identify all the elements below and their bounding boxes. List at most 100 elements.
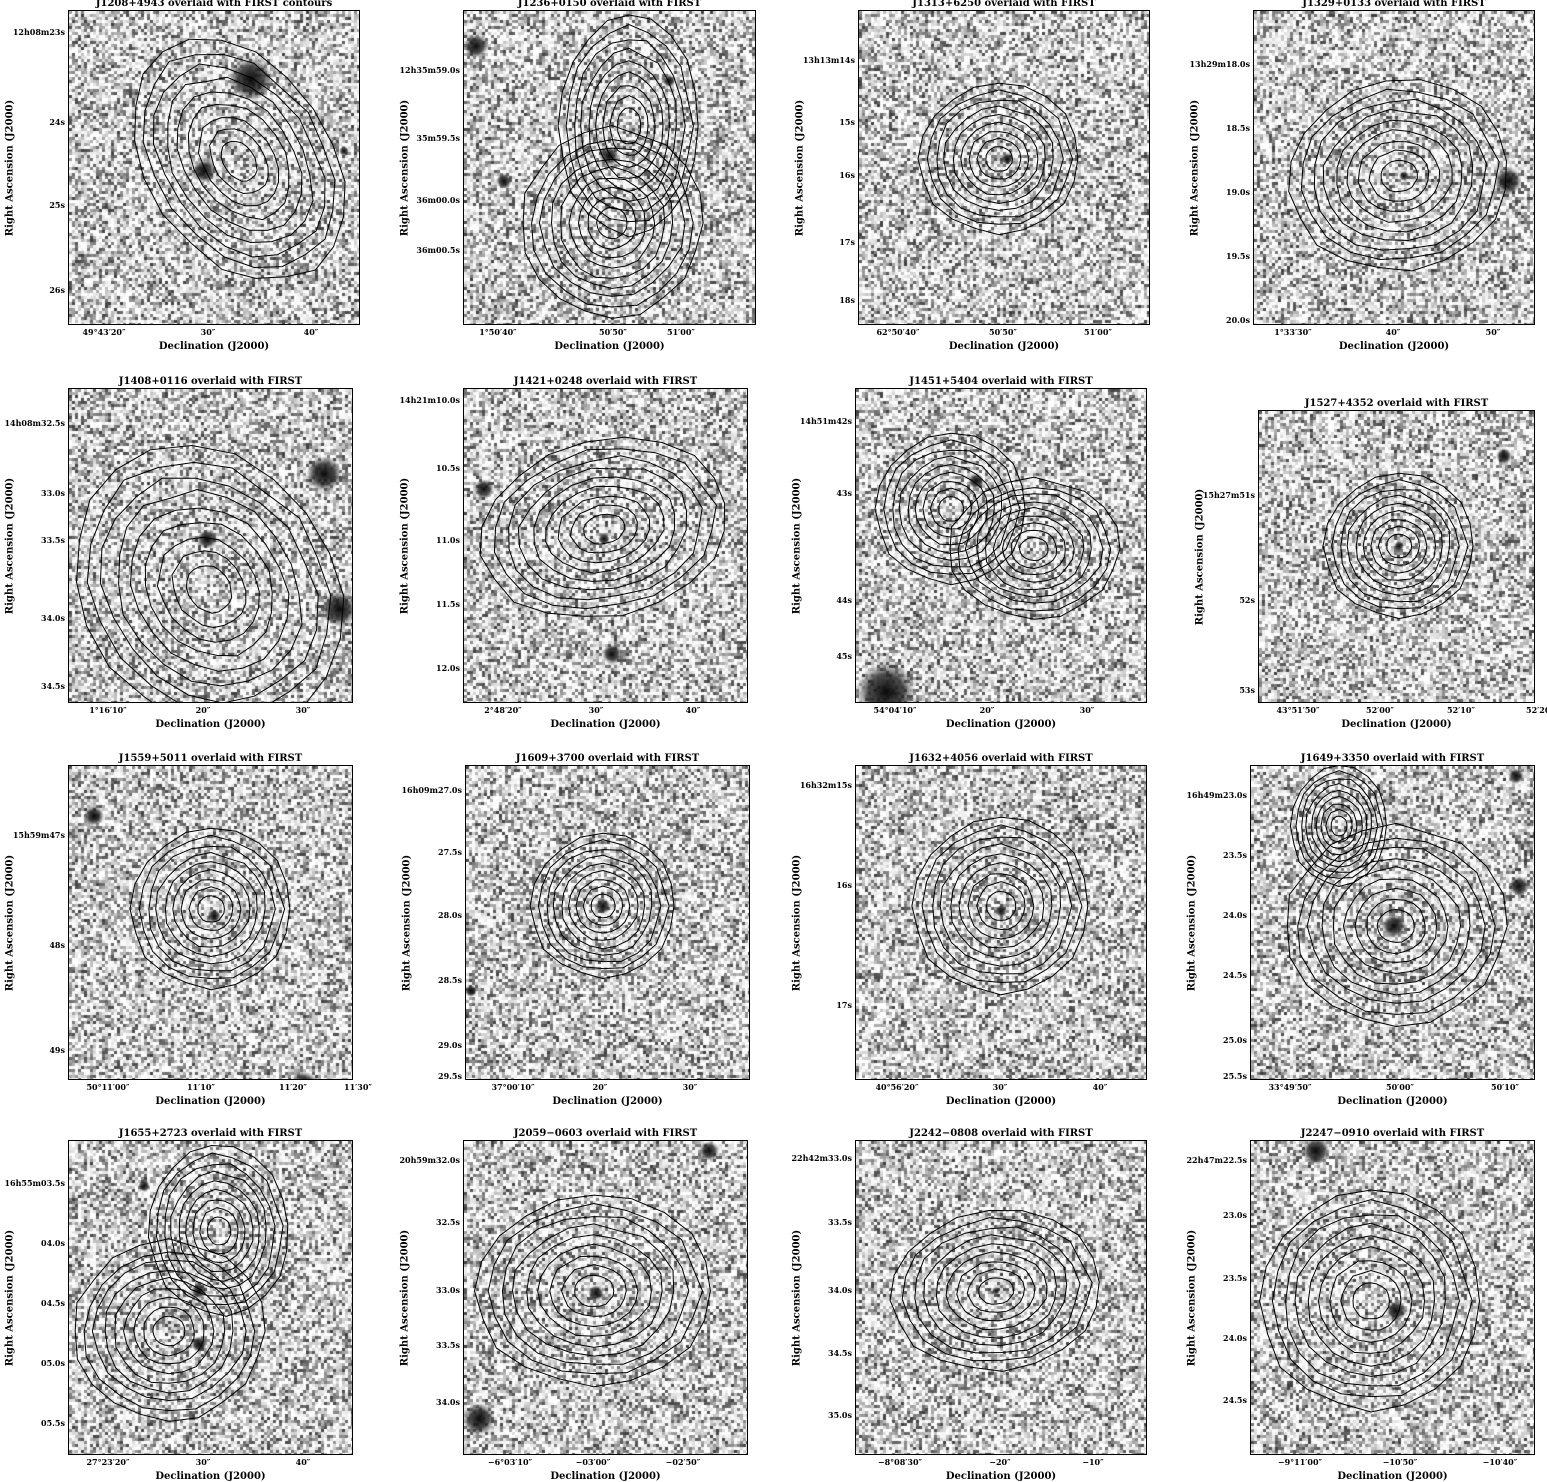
contour-line (172, 869, 251, 948)
y-axis-label: Right Ascension (J2000) (791, 477, 803, 614)
contour-line (138, 834, 286, 980)
contour-line (1317, 1246, 1426, 1354)
y-tick-label: 29.5s (438, 1071, 462, 1081)
x-tick-label: −8°08′30″ (877, 1457, 923, 1467)
radio-contours (75, 444, 345, 702)
contour-line (533, 476, 676, 582)
y-axis-label: Right Ascension (J2000) (791, 1229, 803, 1366)
y-tick-label: 12h35m59.0s (399, 65, 460, 75)
contour-line (926, 89, 1074, 225)
y-tick-label: 19.5s (1226, 251, 1250, 261)
contour-line (976, 881, 1026, 931)
contour-line (1315, 795, 1363, 856)
x-axis-label: Declination (J2000) (158, 341, 270, 352)
contour-line (546, 849, 662, 963)
x-tick-label: −9°11′00″ (1277, 1457, 1323, 1467)
x-tick-label: 50′00″ (1386, 1082, 1414, 1092)
contour-line (91, 1259, 247, 1402)
contour-line (917, 82, 1079, 236)
contour-line (1001, 522, 1066, 576)
y-tick-label: 48s (49, 940, 65, 950)
contour-line (1342, 878, 1449, 975)
contour-line (957, 487, 1112, 612)
contour-line (1325, 808, 1353, 843)
y-axis-label: Right Ascension (J2000) (1186, 854, 1198, 991)
panel-title: J1609+3700 overlaid with FIRST (515, 753, 700, 764)
contour-line (545, 485, 665, 574)
contour-line (1322, 108, 1474, 242)
radio-contours (1322, 472, 1474, 620)
y-tick-label: 24.0s (1223, 910, 1247, 920)
contour-line (1313, 98, 1488, 251)
y-tick-label: 33.5s (828, 1217, 852, 1227)
y-tick-label: 11.0s (436, 535, 460, 545)
y-tick-label: 33.5s (436, 1340, 460, 1350)
x-axis-label: Declination (J2000) (945, 719, 1057, 730)
y-tick-label: 10.5s (436, 463, 460, 473)
y-axis-label: Right Ascension (J2000) (1186, 1229, 1198, 1366)
x-tick-label: −02′50″ (665, 1457, 701, 1467)
contour-line (511, 1223, 675, 1357)
y-tick-label: 25.5s (1223, 1071, 1247, 1081)
y-tick-label: 15h59m47s (12, 830, 65, 840)
x-tick-label: 30″ (588, 705, 604, 715)
y-tick-label: 29.0s (438, 1040, 462, 1050)
x-tick-label: 2°48′20″ (484, 705, 522, 715)
y-tick-label: 15h27m51s (1202, 490, 1255, 500)
contour-line (1340, 1269, 1402, 1331)
radio-contours (1288, 79, 1508, 272)
contour-line (1011, 529, 1058, 570)
contour-line (508, 455, 703, 601)
contour-line (1366, 898, 1426, 955)
panel-title: J1313+6250 overlaid with FIRST (912, 0, 1096, 9)
x-tick-label: 52′20″ (1526, 705, 1547, 715)
contour-line (945, 1251, 1048, 1331)
panel-title: J1559+5011 overlaid with FIRST (118, 753, 303, 764)
y-tick-label: 28.0s (438, 910, 462, 920)
y-tick-label: 24.0s (1223, 1333, 1247, 1343)
contour-line (560, 165, 666, 279)
x-tick-label: 11′30″ (344, 1082, 372, 1092)
x-axis-label: Declination (J2000) (552, 1096, 663, 1107)
contour-line (985, 146, 1013, 172)
contour-line (192, 1199, 246, 1264)
contour-line (75, 444, 345, 702)
contour-line (188, 886, 234, 931)
x-tick-label: −10′40″ (1482, 1457, 1518, 1467)
y-tick-label: 19.0s (1226, 187, 1250, 197)
x-axis-label: Declination (J2000) (554, 341, 665, 352)
y-tick-label: 23.0s (1223, 1210, 1247, 1220)
radio-contours (522, 14, 704, 319)
x-tick-label: 52′10″ (1447, 705, 1475, 715)
x-tick-label: 40″ (1385, 327, 1401, 337)
x-tick-label: 1°33′30″ (1274, 327, 1312, 337)
contour-line (493, 448, 717, 610)
contour-line (986, 890, 1017, 921)
sky-image (1258, 410, 1535, 703)
x-tick-label: 40″ (295, 1457, 311, 1467)
contour-line (152, 63, 326, 258)
sky-image (465, 765, 750, 1080)
radio-contours (889, 1209, 1100, 1372)
contour-line (874, 432, 1026, 586)
contour-line (1297, 837, 1496, 1015)
x-tick-label: −20″ (989, 1457, 1011, 1467)
contour-line (155, 851, 266, 965)
radio-contours (479, 436, 726, 617)
contour-line (526, 1234, 663, 1348)
y-tick-label: 43s (836, 488, 852, 498)
contour-line (1300, 88, 1500, 261)
panel-title: J1655+2723 overlaid with FIRST (118, 1128, 303, 1139)
contour-line (1321, 858, 1471, 996)
y-axis-label: Right Ascension (J2000) (4, 477, 16, 614)
x-tick-label: 50′50″ (599, 327, 627, 337)
contour-line (552, 854, 653, 956)
contour-line (537, 839, 670, 970)
x-tick-label: 30″ (195, 1457, 211, 1467)
contour-line (985, 506, 1085, 591)
contour-line (1386, 533, 1413, 559)
y-tick-label: 17s (836, 1000, 852, 1010)
contour-line (152, 1315, 186, 1347)
y-tick-label: 34.5s (828, 1348, 852, 1358)
y-axis-label: Right Ascension (J2000) (4, 854, 16, 991)
